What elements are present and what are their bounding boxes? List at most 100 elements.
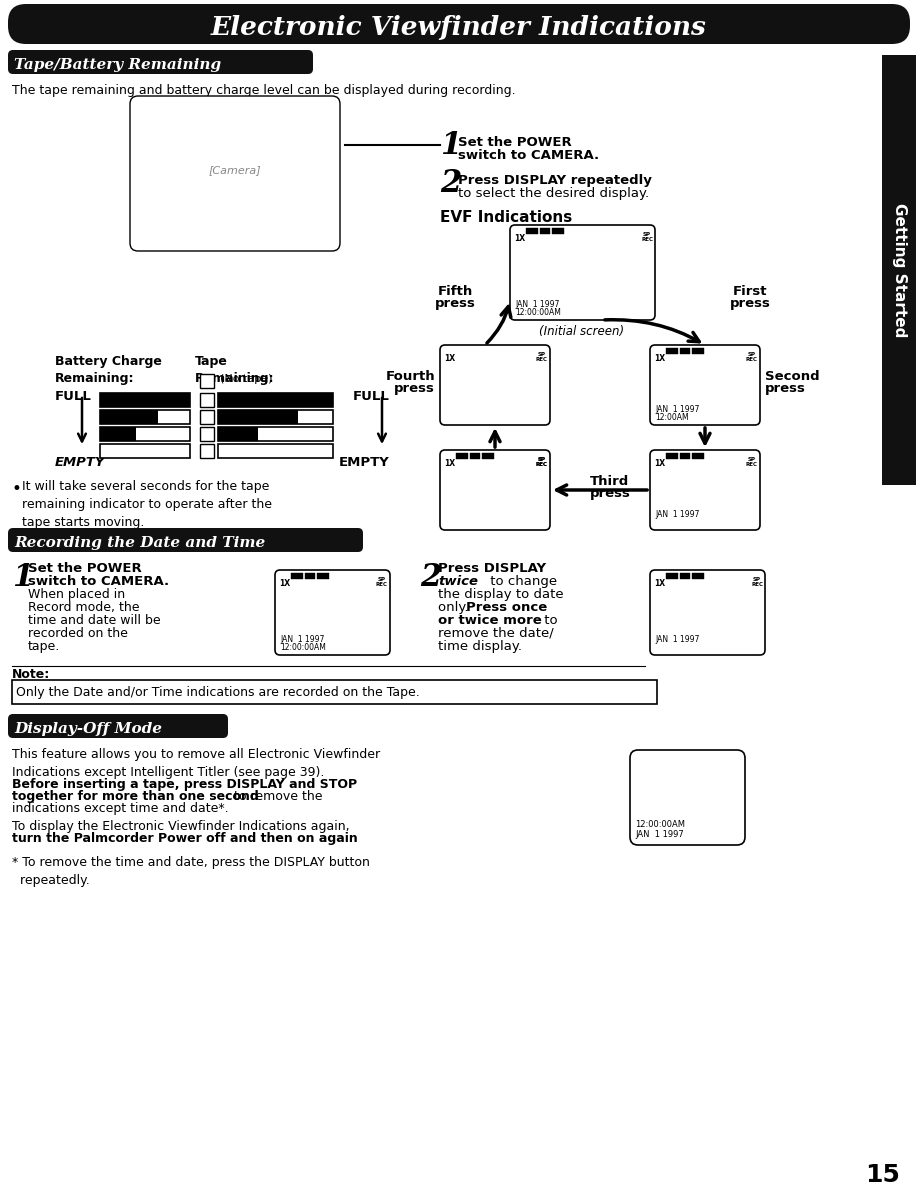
Text: Fourth: Fourth	[386, 369, 435, 383]
Text: 12:00:00AM: 12:00:00AM	[280, 643, 326, 652]
Text: 6P: 6P	[538, 457, 546, 462]
FancyBboxPatch shape	[630, 750, 745, 845]
Text: Recording the Date and Time: Recording the Date and Time	[14, 536, 265, 550]
Text: recorded on the: recorded on the	[28, 627, 128, 640]
Bar	[200, 393, 214, 407]
Text: 1: 1	[12, 562, 33, 593]
Text: REC: REC	[641, 236, 653, 242]
Text: FULL: FULL	[353, 390, 390, 403]
Bar	[692, 348, 704, 354]
Bar	[291, 573, 303, 579]
Bar	[552, 228, 564, 234]
Text: SP: SP	[538, 457, 546, 462]
Text: 1X: 1X	[444, 459, 455, 468]
Text: Electronic Viewfinder Indications: Electronic Viewfinder Indications	[211, 14, 707, 39]
Bar	[100, 410, 190, 424]
Bar	[200, 410, 214, 424]
Text: REC: REC	[751, 582, 763, 587]
Text: SP: SP	[748, 352, 756, 358]
Bar	[218, 393, 333, 407]
Text: JAN  1 1997: JAN 1 1997	[655, 636, 700, 644]
Text: Note:: Note:	[12, 668, 50, 681]
Bar	[12, 680, 657, 704]
Text: tape.: tape.	[28, 640, 61, 653]
FancyBboxPatch shape	[440, 450, 550, 530]
Text: First: First	[733, 285, 767, 298]
FancyBboxPatch shape	[275, 570, 390, 655]
Bar	[482, 453, 494, 459]
Text: indications except time and date*.: indications except time and date*.	[12, 802, 229, 815]
FancyBboxPatch shape	[650, 570, 765, 655]
Text: 1X: 1X	[654, 579, 666, 588]
Bar	[526, 228, 538, 234]
Text: press: press	[394, 383, 435, 394]
Text: JAN  1 1997: JAN 1 1997	[655, 510, 700, 519]
FancyBboxPatch shape	[650, 345, 760, 425]
Text: JAN  1 1997: JAN 1 1997	[635, 830, 684, 839]
Text: Display-Off Mode: Display-Off Mode	[14, 722, 162, 737]
Text: Fifth: Fifth	[437, 285, 473, 298]
Text: 1X: 1X	[654, 354, 666, 364]
Text: 2: 2	[420, 562, 442, 593]
Text: (Initial screen): (Initial screen)	[540, 326, 624, 339]
Text: 12:00:00AM: 12:00:00AM	[515, 308, 561, 317]
Text: SP: SP	[753, 577, 761, 582]
Text: It will take several seconds for the tape
remaining indicator to operate after t: It will take several seconds for the tap…	[22, 480, 272, 529]
Bar	[456, 453, 468, 459]
Text: (No tape): (No tape)	[220, 374, 273, 384]
Bar	[100, 393, 190, 407]
Text: only.: only.	[438, 601, 473, 614]
Text: FULL: FULL	[55, 390, 92, 403]
Text: JAN  1 1997: JAN 1 1997	[655, 405, 700, 413]
Text: Press DISPLAY: Press DISPLAY	[438, 562, 546, 575]
FancyBboxPatch shape	[440, 345, 550, 425]
Bar	[200, 444, 214, 459]
Text: Getting Started: Getting Started	[891, 203, 906, 337]
Text: EMPTY: EMPTY	[55, 456, 106, 469]
Bar	[218, 444, 333, 459]
Bar	[200, 374, 214, 388]
Text: [Camera]: [Camera]	[208, 165, 262, 175]
Bar	[666, 573, 678, 579]
Text: Set the POWER: Set the POWER	[28, 562, 141, 575]
Text: press: press	[765, 383, 806, 394]
Text: Tape
Remaining:: Tape Remaining:	[195, 355, 274, 385]
Text: •: •	[12, 480, 22, 498]
Bar	[305, 573, 315, 579]
Bar	[218, 426, 258, 441]
Bar	[692, 453, 704, 459]
Bar	[692, 573, 704, 579]
FancyBboxPatch shape	[130, 96, 340, 251]
Text: SP: SP	[378, 577, 386, 582]
Text: 12:00:00AM: 12:00:00AM	[635, 820, 685, 829]
Text: SP: SP	[643, 232, 651, 236]
Text: to remove the: to remove the	[230, 790, 322, 803]
Text: SP: SP	[538, 352, 546, 358]
Bar	[100, 410, 158, 424]
Text: Only the Date and/or Time indications are recorded on the Tape.: Only the Date and/or Time indications ar…	[16, 685, 420, 699]
Text: 1X: 1X	[279, 579, 290, 588]
Text: This feature allows you to remove all Electronic Viewfinder
Indications except I: This feature allows you to remove all El…	[12, 748, 380, 779]
Text: EVF Indications: EVF Indications	[440, 210, 572, 225]
FancyBboxPatch shape	[8, 50, 313, 74]
Bar	[680, 453, 690, 459]
Text: Before inserting a tape, press DISPLAY and STOP: Before inserting a tape, press DISPLAY a…	[12, 778, 357, 791]
Text: REC: REC	[376, 582, 388, 587]
Text: to: to	[540, 614, 557, 627]
Text: switch to CAMERA.: switch to CAMERA.	[458, 148, 599, 162]
Text: together for more than one second: together for more than one second	[12, 790, 259, 803]
Text: Third: Third	[590, 475, 630, 488]
Bar	[540, 228, 550, 234]
Text: time display.: time display.	[438, 640, 522, 653]
Text: EMPTY: EMPTY	[340, 456, 390, 469]
Text: .: .	[322, 832, 326, 845]
Bar	[100, 444, 190, 459]
Bar	[666, 348, 678, 354]
Text: twice: twice	[438, 575, 478, 588]
Text: Press once: Press once	[466, 601, 547, 614]
Text: 15: 15	[866, 1163, 901, 1187]
Text: 1: 1	[440, 129, 461, 162]
Text: When placed in: When placed in	[28, 588, 125, 601]
Text: remove the date/: remove the date/	[438, 627, 554, 640]
Text: time and date will be: time and date will be	[28, 614, 161, 627]
